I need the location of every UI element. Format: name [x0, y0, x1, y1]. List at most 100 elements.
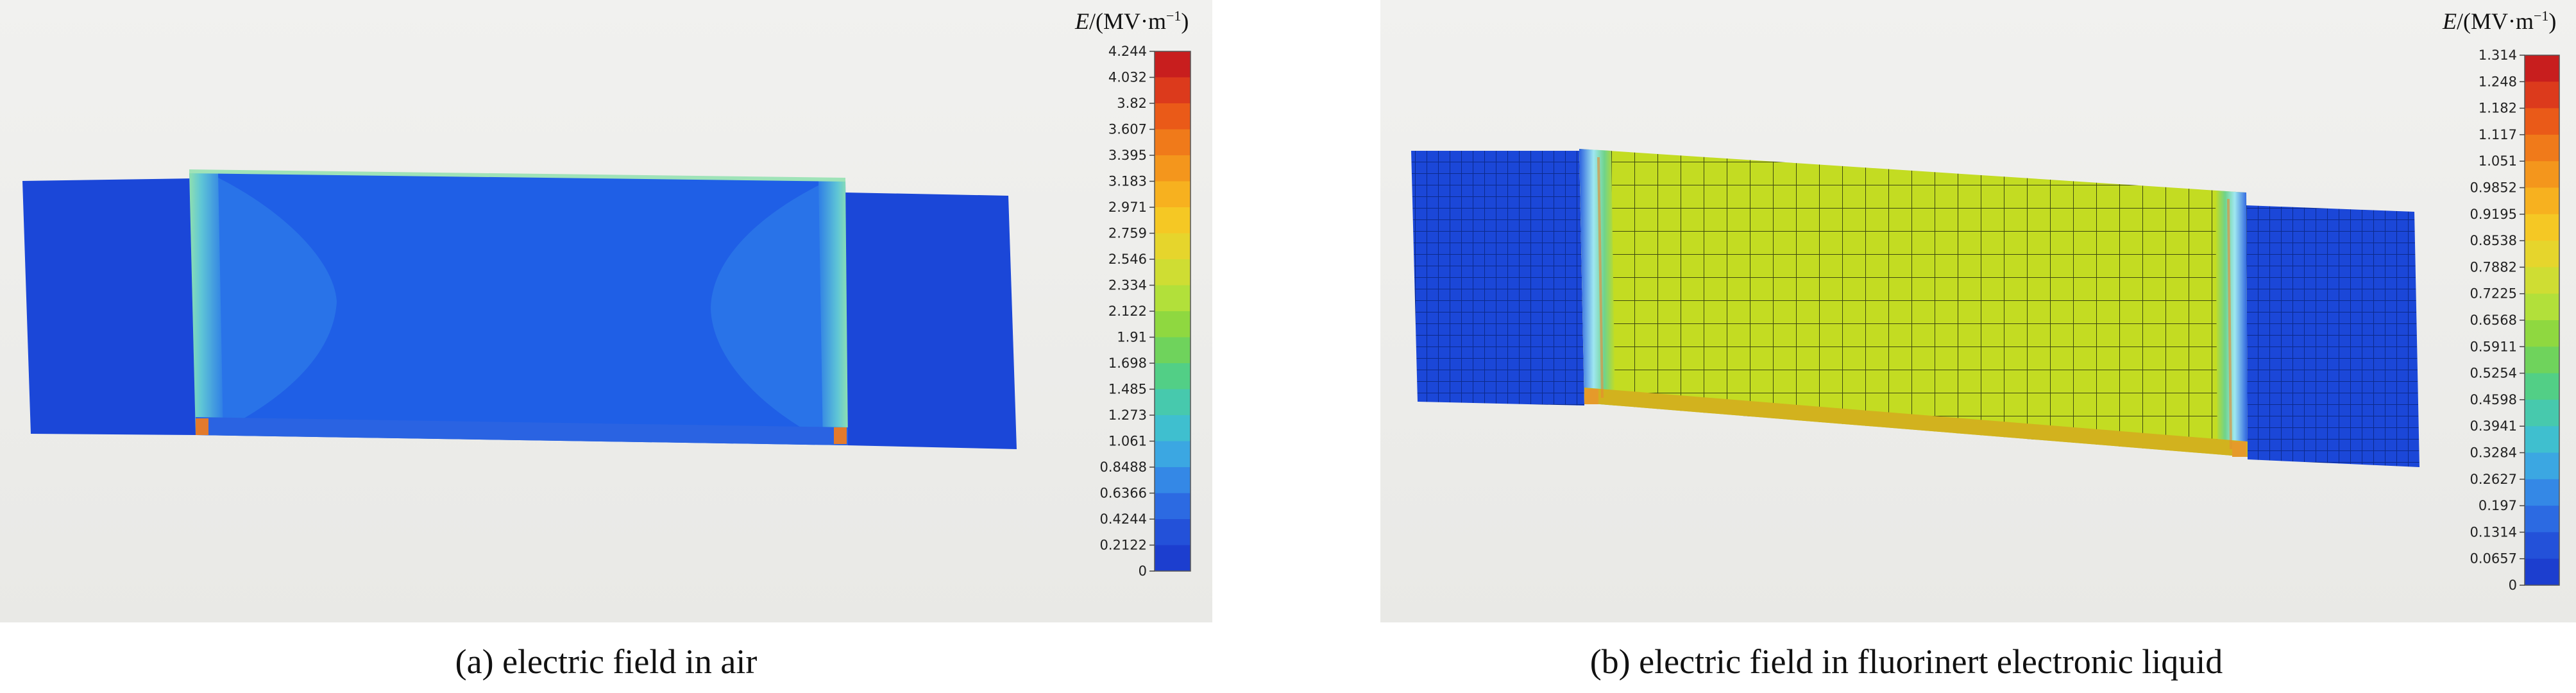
- colorbar-tick-label: 3.395: [1108, 148, 1147, 163]
- dielectric-bottom-face: [196, 417, 848, 445]
- colorbar-swatch: [2525, 346, 2559, 374]
- colorbar-title-air: E/(MV·m−1): [1075, 8, 1189, 34]
- colorbar-tick-label: 3.183: [1108, 174, 1147, 189]
- colorbar-swatch: [1155, 467, 1191, 493]
- panel-air: 4.244 4.032 3.82 3.607 3.395 3.183 2.971 2.759 2…: [0, 0, 1212, 622]
- colorbar-tick-label: 1.117: [2479, 127, 2517, 142]
- right-field-lobe: [711, 181, 829, 443]
- colorbar-tick-label: 0.8488: [1100, 459, 1147, 475]
- colorbar-swatch: [2525, 241, 2559, 268]
- colorbar-swatch: [1155, 207, 1191, 234]
- colorbar-tick-label: 0.8538: [2470, 233, 2517, 248]
- right-inner-highlight: [2227, 198, 2232, 450]
- colorbar-tick-label: 2.971: [1108, 200, 1147, 215]
- right-edge-field: [2216, 191, 2248, 457]
- colorbar-tick-label: 0.1314: [2470, 524, 2517, 540]
- colorbar-tick-label: 2.759: [1108, 226, 1147, 241]
- colorbar-swatch: [2525, 214, 2559, 241]
- colorbar-swatch: [2525, 558, 2559, 586]
- liquid-field-render: 1.314 1.248 1.182 1.117 1.051 0.9852 0.9195 0.8…: [1411, 47, 2560, 593]
- colorbar-swatch: [2525, 134, 2559, 162]
- colorbar-tick-label: 0.9195: [2470, 207, 2517, 222]
- colorbar-tick-label: 4.244: [1108, 44, 1147, 59]
- colorbar-swatch: [2525, 399, 2559, 427]
- colorbar-tick-label: 0.2627: [2470, 472, 2517, 487]
- colorbar-tick-label: 0.0657: [2470, 551, 2517, 567]
- colorbar-tick-label: 0.3284: [2470, 445, 2517, 461]
- colorbar-tick-label: 0.7882: [2470, 259, 2517, 275]
- colorbar-swatch: [1155, 155, 1191, 182]
- colorbar-swatch: [2525, 267, 2559, 295]
- colorbar-swatch: [2525, 320, 2559, 347]
- colorbar-tick-label: 2.546: [1108, 252, 1147, 267]
- left-inner-highlight: [1597, 157, 1604, 398]
- colorbar-swatch: [1155, 129, 1191, 156]
- colorbar-swatch: [1155, 493, 1191, 520]
- colorbar-tick-label: 1.248: [2479, 74, 2517, 89]
- colorbar-swatch: [1155, 389, 1191, 416]
- colorbar-tick-label: 0.5254: [2470, 366, 2517, 381]
- colorbar-swatch: [1155, 415, 1191, 441]
- colorbar-tick-label: 0.4244: [1100, 511, 1147, 527]
- colorbar-tick-label: 0.4598: [2470, 392, 2517, 407]
- right-edge-field: [818, 179, 848, 445]
- colorbar-air: 4.244 4.032 3.82 3.607 3.395 3.183 2.971 2.759 2…: [1100, 44, 1191, 579]
- colorbar-swatch: [2525, 532, 2559, 560]
- left-field-lobe: [212, 175, 337, 434]
- colorbar-tick-label: 0.5911: [2470, 339, 2517, 354]
- colorbar-swatch: [1155, 519, 1191, 545]
- air-field-render: 4.244 4.032 3.82 3.607 3.395 3.183 2.971 2.759 2…: [22, 44, 1191, 579]
- colorbar-tick-label: 0.197: [2479, 498, 2517, 513]
- colorbar-tick-label: 1.485: [1108, 382, 1147, 397]
- panel-liquid: 1.314 1.248 1.182 1.117 1.051 0.9852 0.9195 0.8…: [1380, 0, 2576, 622]
- right-hotspot: [834, 427, 847, 444]
- colorbar-swatch: [1155, 51, 1191, 78]
- colorbar-swatch: [2525, 373, 2559, 400]
- dielectric-bottom-face: [1584, 388, 2248, 457]
- colorbar-tick-label: 0.7225: [2470, 286, 2517, 302]
- right-electrode: [2246, 205, 2419, 467]
- colorbar-swatch: [1155, 311, 1191, 338]
- colorbar-tick-label: 1.061: [1108, 434, 1147, 449]
- colorbar-tick-label: 4.032: [1108, 70, 1147, 85]
- colorbar-swatch: [1155, 103, 1191, 130]
- colorbar-tick-label: 2.122: [1108, 304, 1147, 319]
- colorbar-tick-label: 1.91: [1117, 330, 1147, 345]
- colorbar-swatch: [1155, 337, 1191, 364]
- colorbar-swatch: [1155, 441, 1191, 468]
- colorbar-swatch: [2525, 426, 2559, 453]
- colorbar-tick-label: 0.2122: [1100, 538, 1147, 553]
- left-electrode: [1411, 151, 1584, 406]
- left-hotspot: [1584, 389, 1598, 404]
- colorbar-tick-label: 1.051: [2479, 153, 2517, 169]
- colorbar-swatch: [2525, 293, 2559, 321]
- colorbar-tick-label: 1.314: [2479, 47, 2517, 63]
- colorbar-swatch: [2525, 479, 2559, 506]
- colorbar-title-liquid: E/(MV·m−1): [2443, 8, 2557, 34]
- colorbar-swatch: [2525, 187, 2559, 215]
- colorbar-tick-label: 3.607: [1108, 122, 1147, 137]
- colorbar-swatch: [1155, 285, 1191, 312]
- colorbar-swatch: [2525, 161, 2559, 188]
- colorbar-swatch: [2525, 81, 2559, 109]
- colorbar-tick-label: 1.182: [2479, 101, 2517, 116]
- colorbar-tick-label: 1.698: [1108, 355, 1147, 371]
- right-hotspot: [2232, 441, 2246, 457]
- colorbar-swatch: [2525, 452, 2559, 480]
- left-hotspot: [196, 418, 208, 435]
- dielectric-block: [189, 171, 848, 445]
- colorbar-swatch: [1155, 363, 1191, 389]
- colorbar-swatch: [1155, 233, 1191, 260]
- colorbar-tick-label: 0.9852: [2470, 180, 2517, 196]
- colorbar-liquid: 1.314 1.248 1.182 1.117 1.051 0.9852 0.9195 0.8…: [2470, 47, 2560, 593]
- colorbar-swatch: [1155, 259, 1191, 286]
- colorbar-swatch: [2525, 108, 2559, 135]
- colorbar-tick-label: 0.3941: [2470, 418, 2517, 434]
- caption-liquid: (b) electric field in fluorinert electro…: [1589, 642, 2223, 681]
- top-edge-highlight: [189, 169, 846, 182]
- colorbar-swatch: [1155, 77, 1191, 104]
- caption-air: (a) electric field in air: [455, 642, 758, 681]
- colorbar-swatch: [1155, 545, 1191, 572]
- colorbar-swatch: [2525, 506, 2559, 533]
- colorbar-tick-label: 0: [2509, 578, 2517, 593]
